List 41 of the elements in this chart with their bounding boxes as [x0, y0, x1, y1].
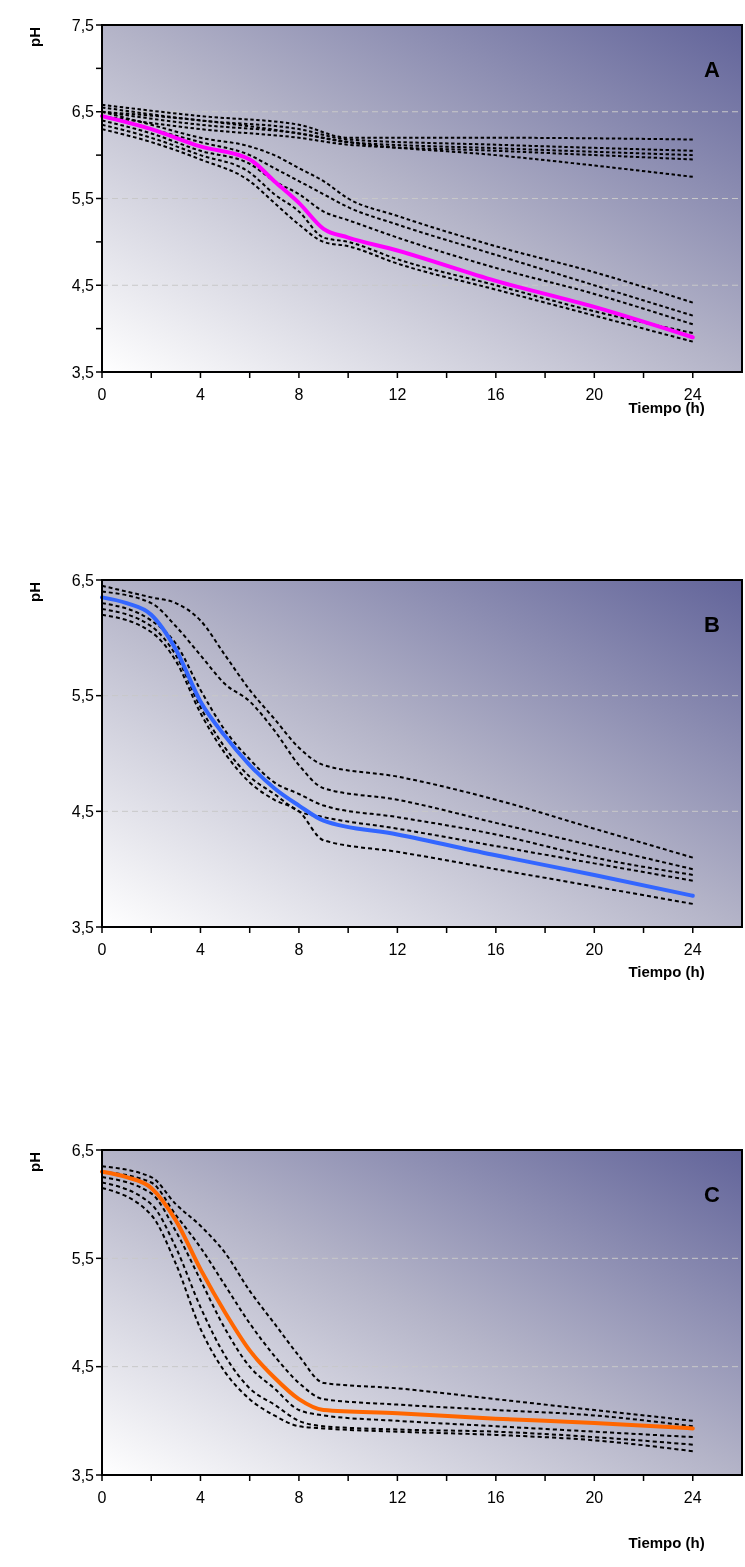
x-tick-label: 20	[585, 1489, 604, 1506]
x-tick-label: 0	[97, 1489, 107, 1506]
annotation: C	[704, 1182, 721, 1207]
x-tick-label: 20	[585, 386, 604, 403]
y-tick-label: 5,5	[71, 1249, 95, 1267]
x-tick-label: 16	[486, 1489, 505, 1506]
y-tick-label: 3,5	[71, 918, 95, 936]
x-tick-label: 24	[683, 941, 702, 958]
x-tick-label: 12	[388, 941, 407, 958]
y-tick-label: 6,5	[71, 571, 95, 589]
x-axis-title: Tiempo (h)	[628, 1534, 705, 1551]
y-axis-title: pH	[26, 27, 43, 47]
x-tick-label: 8	[294, 386, 304, 403]
x-tick-label: 24	[683, 1489, 702, 1506]
y-tick-label: 4,5	[71, 802, 95, 820]
y-tick-label: 6,5	[71, 1141, 95, 1159]
x-tick-label: 8	[294, 1489, 304, 1506]
x-tick-label: 20	[585, 941, 604, 958]
x-tick-label: 16	[486, 386, 505, 403]
y-tick-label: 6,5	[71, 103, 95, 121]
annotation: B	[704, 612, 720, 637]
x-tick-label: 0	[97, 941, 107, 958]
y-tick-label: 5,5	[71, 687, 95, 705]
y-tick-label: 5,5	[71, 190, 95, 208]
x-tick-label: 4	[196, 386, 206, 403]
x-tick-label: 4	[196, 1489, 206, 1506]
y-tick-label: 3,5	[71, 363, 95, 381]
y-tick-label: 3,5	[71, 1466, 95, 1484]
y-tick-label: 4,5	[71, 1358, 95, 1376]
x-tick-label: 8	[294, 941, 304, 958]
y-tick-label: 7,5	[71, 16, 95, 34]
x-tick-label: 4	[196, 941, 206, 958]
annotation: A	[704, 57, 721, 82]
x-tick-label: 12	[388, 386, 407, 403]
y-tick-label: 4,5	[71, 276, 95, 294]
y-axis-title: pH	[26, 582, 43, 602]
x-tick-label: 16	[486, 941, 505, 958]
x-tick-label: 12	[388, 1489, 407, 1506]
y-axis-title: pH	[26, 1152, 43, 1172]
x-tick-label: 0	[97, 386, 107, 403]
x-axis-title: Tiempo (h)	[628, 963, 705, 980]
